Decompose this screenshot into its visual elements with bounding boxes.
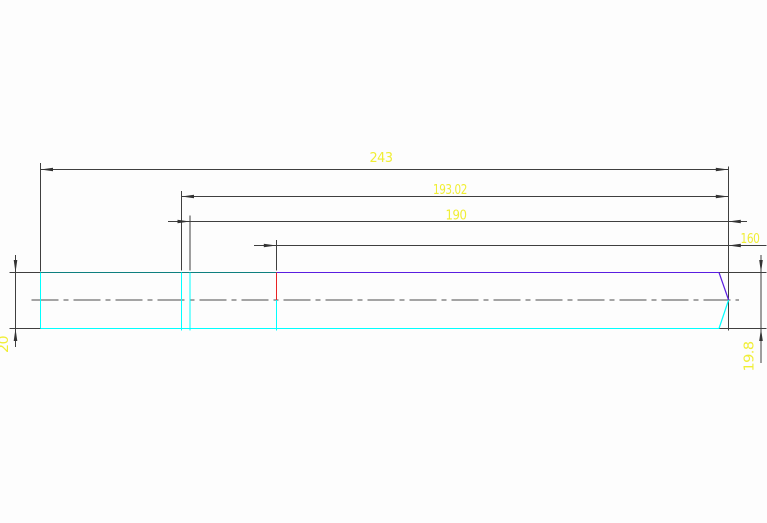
dim-243-label: 243 — [370, 151, 393, 166]
dim-19-8-arrow-bottom — [759, 328, 763, 341]
dim-20[interactable]: 20 — [0, 255, 18, 353]
dim-190-arrow-right — [728, 219, 741, 224]
dim-190-label: 190 — [446, 209, 467, 224]
shaft-tip-chamfer-bottom — [718, 299, 730, 329]
dim-19-8-label: 19.8 — [743, 341, 758, 371]
dim-243[interactable]: 243 — [40, 151, 729, 172]
dim-193-arrow-left — [181, 194, 194, 199]
dim-190[interactable]: 190 — [168, 209, 747, 224]
dim-20-arrow-top — [13, 260, 18, 273]
dim-160-label: 160 — [741, 232, 760, 247]
dim-19-8-arrow-top — [759, 260, 763, 273]
dim-160[interactable]: 160 — [254, 232, 767, 248]
dim-19-8[interactable]: 19.8 — [743, 255, 763, 372]
dim-20-label: 20 — [0, 336, 12, 353]
dim-193-arrow-right — [715, 194, 729, 199]
dim-243-arrow-left — [40, 167, 53, 172]
dim-20-arrow-bottom — [13, 328, 18, 341]
dim-193[interactable]: 193.02 — [181, 183, 729, 199]
shaft-tip-chamfer-top — [718, 272, 730, 301]
shaft-outline[interactable] — [39, 271, 730, 331]
dim-193-label: 193.02 — [433, 183, 467, 198]
dim-160-arrow-left — [263, 243, 277, 248]
dim-160-arrow-right — [728, 243, 741, 248]
extension-lines — [9, 163, 767, 331]
dim-190-arrow-left — [177, 219, 190, 224]
dim-243-arrow-right — [715, 167, 729, 172]
